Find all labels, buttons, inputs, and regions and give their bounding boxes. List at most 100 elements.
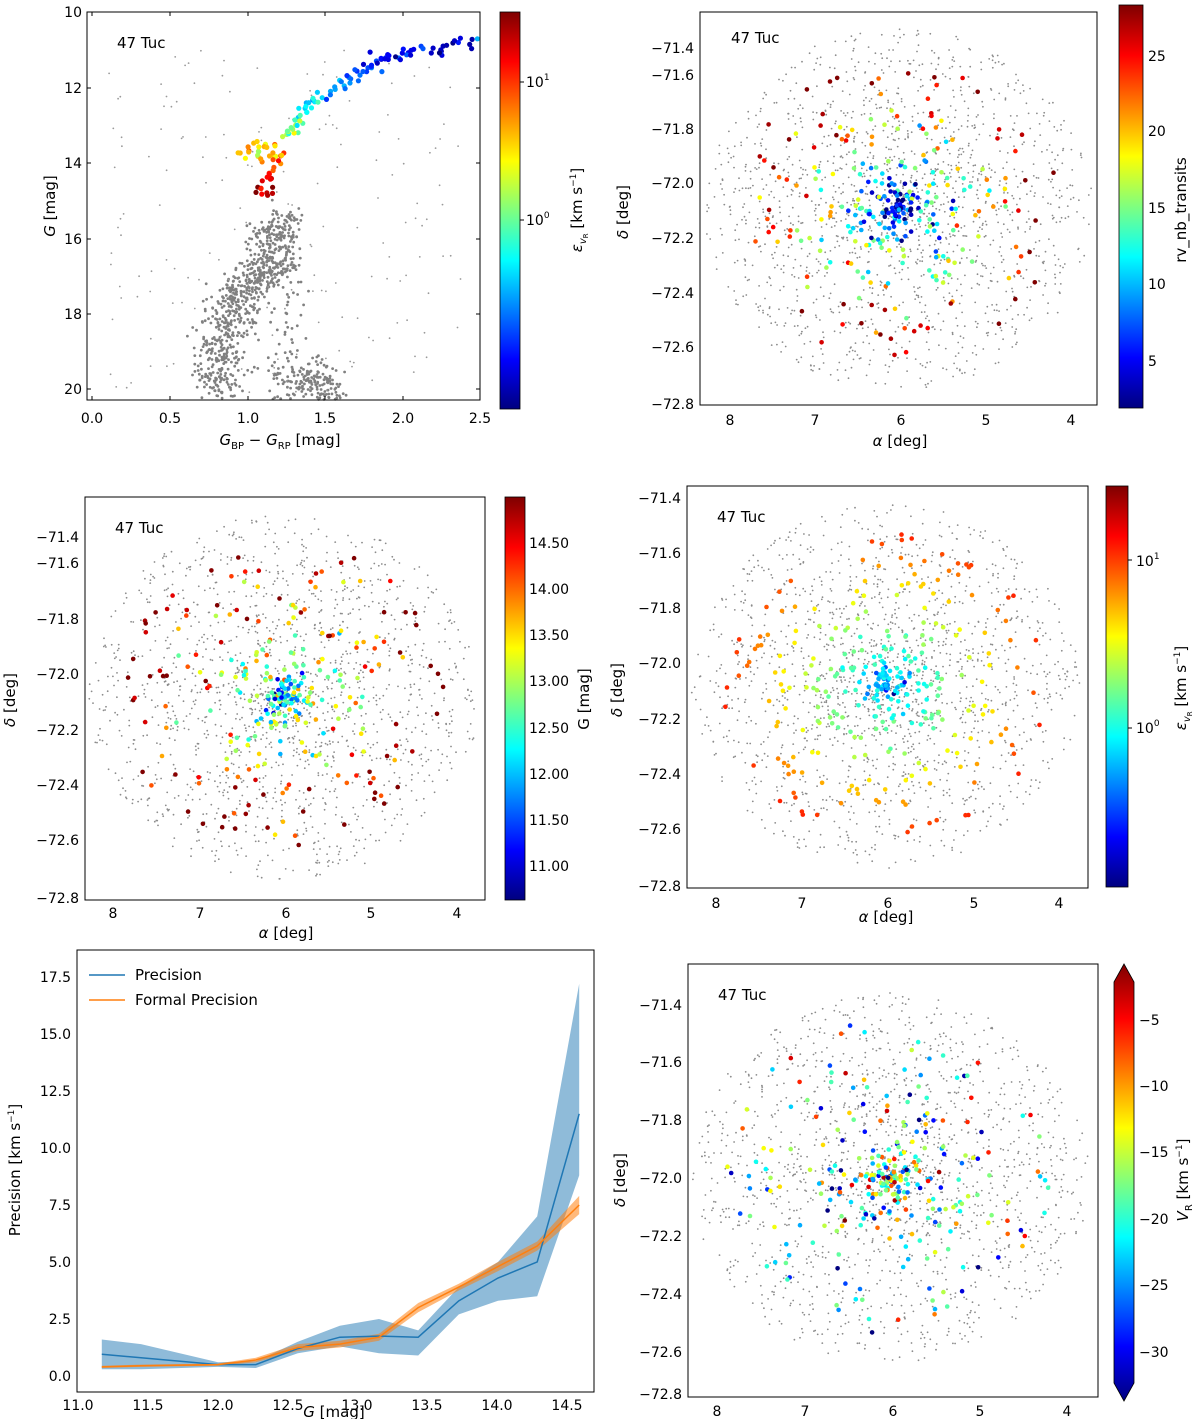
star-marker: [266, 153, 273, 159]
background-star: [278, 659, 281, 661]
background-star: [202, 156, 204, 159]
background-star: [893, 155, 896, 158]
background-star: [290, 213, 294, 217]
background-star: [271, 688, 274, 690]
background-star: [830, 226, 833, 229]
background-star: [953, 234, 956, 237]
background-star: [309, 716, 312, 718]
y-tick-label: 10: [64, 5, 82, 21]
background-star: [819, 319, 821, 321]
background-star: [244, 578, 247, 581]
background-star: [428, 774, 431, 777]
background-star: [285, 312, 289, 316]
background-star: [293, 532, 296, 535]
background-star: [430, 749, 432, 752]
background-star: [930, 62, 933, 65]
background-star: [468, 645, 470, 648]
star-marker: [367, 769, 372, 775]
background-star: [378, 697, 381, 700]
background-star: [196, 840, 198, 842]
background-star: [784, 233, 787, 236]
background-star: [1020, 275, 1022, 278]
sky-background-stars: [88, 515, 475, 880]
background-star: [901, 346, 903, 349]
background-star: [729, 213, 732, 216]
background-star: [221, 736, 224, 739]
background-star: [312, 575, 314, 578]
background-star: [800, 166, 802, 169]
background-star: [388, 669, 391, 672]
star-marker: [303, 720, 309, 726]
background-star: [947, 116, 949, 118]
star-marker: [864, 242, 869, 248]
background-star: [911, 120, 914, 122]
background-star: [225, 774, 228, 777]
star-marker: [241, 579, 247, 585]
background-star: [1011, 326, 1014, 328]
background-star: [405, 784, 407, 787]
background-star: [331, 705, 333, 707]
background-star: [1006, 192, 1009, 194]
background-star: [292, 264, 296, 268]
background-star: [376, 741, 379, 744]
background-star: [855, 225, 857, 228]
background-star: [286, 325, 290, 329]
background-star: [852, 358, 855, 361]
background-star: [310, 383, 314, 386]
background-star: [276, 382, 280, 386]
star-marker: [430, 45, 436, 51]
background-star: [864, 72, 866, 74]
background-star: [416, 587, 419, 589]
star-marker: [996, 127, 1002, 132]
background-star: [187, 276, 190, 279]
star-marker: [219, 824, 225, 830]
background-star: [959, 335, 962, 338]
background-star: [420, 758, 423, 760]
background-star: [270, 259, 274, 263]
background-star: [203, 380, 206, 384]
background-star: [399, 585, 401, 588]
star-marker: [907, 189, 912, 194]
background-star: [189, 568, 192, 571]
background-star: [993, 98, 996, 101]
background-star: [346, 859, 348, 861]
background-star: [238, 385, 242, 388]
background-star: [128, 719, 131, 722]
background-star: [137, 775, 140, 777]
background-star: [825, 201, 827, 204]
background-star: [355, 851, 358, 854]
star-marker: [143, 621, 148, 626]
star-marker: [885, 281, 891, 286]
background-star: [402, 833, 404, 835]
background-star: [922, 111, 925, 114]
background-star: [961, 311, 963, 314]
star-marker: [306, 786, 312, 792]
background-star: [260, 692, 263, 695]
background-star: [762, 211, 765, 214]
background-star: [117, 679, 119, 682]
star-marker: [209, 568, 214, 573]
background-star: [944, 347, 947, 350]
background-star: [318, 727, 321, 730]
background-star: [245, 333, 249, 337]
background-star: [248, 248, 252, 252]
background-star: [259, 282, 262, 286]
background-star: [1067, 215, 1070, 218]
background-star: [225, 156, 228, 159]
background-star: [964, 274, 966, 277]
star-marker: [887, 248, 892, 253]
background-star: [191, 689, 193, 691]
background-star: [721, 252, 724, 254]
background-star: [391, 555, 394, 558]
star-marker: [799, 308, 805, 314]
background-star: [817, 269, 820, 272]
background-star: [343, 588, 346, 591]
background-star: [1015, 73, 1017, 76]
star-marker: [886, 210, 891, 216]
star-marker: [399, 50, 405, 56]
background-star: [919, 128, 921, 131]
background-star: [187, 728, 190, 731]
background-star: [907, 133, 909, 135]
background-star: [299, 635, 302, 638]
x-tick-label: 7: [811, 413, 820, 429]
